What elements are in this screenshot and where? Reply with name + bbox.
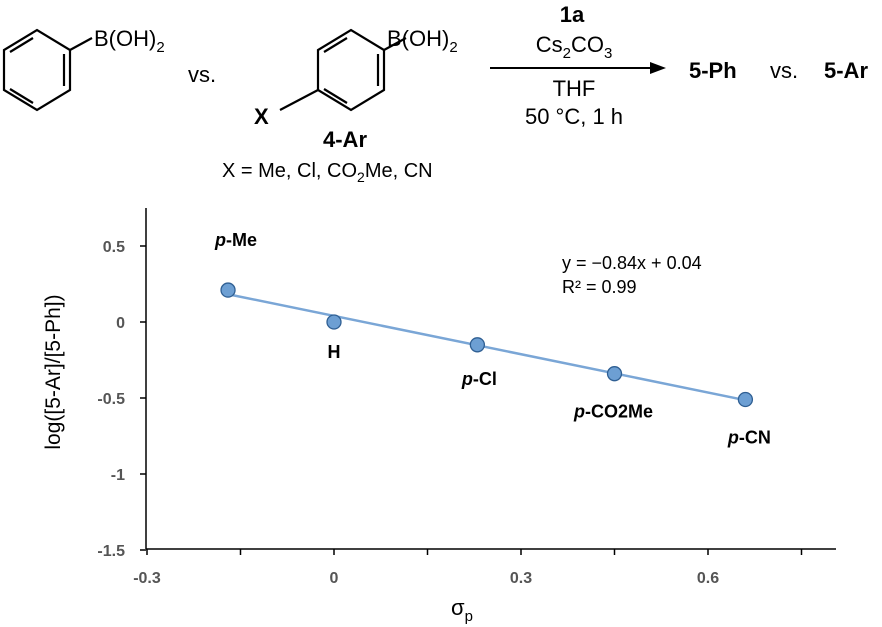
x-axis-title: σp [451, 595, 473, 625]
y-tick-label: -0.5 [97, 391, 125, 408]
vs-label-1: vs. [188, 62, 216, 87]
equation-label: y = −0.84x + 0.04 [562, 253, 702, 273]
reagent-left-formula: B(OH)2 [94, 26, 165, 56]
y-tick-labels: 0.5 0 -0.5 -1 -1.5 [97, 239, 125, 560]
point-labels: p-Me Hp-Cl p-CO2Me p-CN [214, 230, 771, 447]
y-tick-label: -1.5 [97, 543, 125, 560]
r-squared-label: R² = 0.99 [562, 277, 637, 297]
solvent-thf: THF [553, 76, 596, 101]
benzene-ring-right [279, 28, 407, 112]
point-label: p-Me [214, 230, 257, 250]
reaction-arrow [490, 62, 666, 74]
reagent-1a: 1a [560, 2, 585, 27]
vs-label-2: vs. [770, 58, 798, 83]
data-point [606, 366, 623, 382]
point-label: p-Cl [461, 369, 497, 389]
data-point [469, 337, 486, 353]
x-tick-label: -0.3 [133, 570, 161, 587]
y-tick-label: 0.5 [103, 239, 125, 256]
point-label: p-CN [727, 428, 771, 448]
substituent-list: X = Me, Cl, CO2Me, CN [222, 160, 433, 185]
temperature-time: 50 °C, 1 h [525, 104, 623, 129]
chart-axes [140, 208, 836, 555]
point-label: H [328, 342, 341, 362]
data-points [220, 282, 754, 408]
benzene-ring-left [2, 28, 93, 112]
x-tick-label: 0 [330, 570, 339, 587]
product-5ph: 5-Ph [689, 58, 737, 83]
reaction-scheme: B(OH)2 vs. B(OH)2 X 4-Ar X = Me, Cl, CO2… [2, 2, 868, 185]
base-cs2co3: Cs2CO3 [536, 32, 613, 62]
compound-label-4ar: 4-Ar [323, 127, 367, 152]
product-5ar: 5-Ar [824, 58, 868, 83]
y-tick-label: -1 [111, 467, 125, 484]
y-axis-title: log([5-Ar]/[5-Ph]) [42, 294, 65, 449]
data-point [220, 282, 236, 298]
point-label: p-CO2Me [573, 402, 653, 422]
data-point [737, 391, 754, 408]
data-point [326, 314, 342, 330]
reagent-right-formula: B(OH)2 [387, 26, 458, 56]
x-substituent-label: X [254, 104, 269, 129]
y-tick-label: 0 [116, 315, 125, 332]
x-tick-label: 0.3 [510, 570, 532, 587]
trendline [227, 292, 746, 402]
x-tick-labels: -0.3 0 0.3 0.6 [133, 570, 719, 587]
x-tick-label: 0.6 [697, 570, 719, 587]
